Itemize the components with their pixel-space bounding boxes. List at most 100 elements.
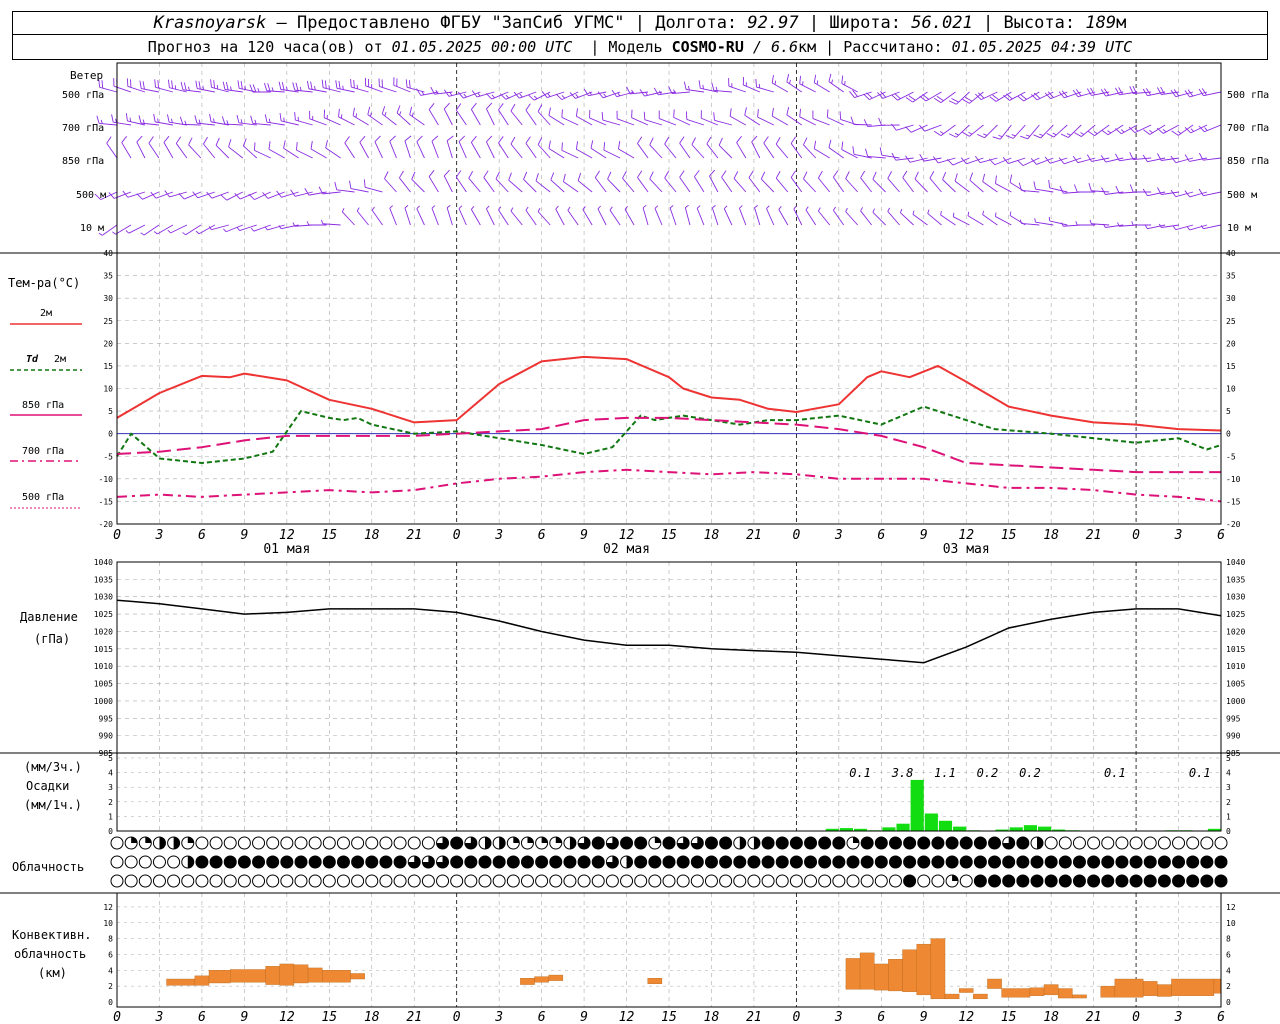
cloud-symbol xyxy=(1058,874,1072,888)
wind-barb-flag xyxy=(399,170,404,179)
wind-barb-flag xyxy=(803,137,808,146)
wind-barb xyxy=(872,178,886,193)
wind-barb xyxy=(404,140,411,159)
wind-barb-flag xyxy=(112,231,116,235)
time-tick-label: 15 xyxy=(661,528,677,543)
wind-barb-flag xyxy=(1198,88,1204,96)
wind-barb xyxy=(896,124,914,131)
cloud-symbol xyxy=(365,855,379,869)
wind-barb-flag xyxy=(1075,221,1078,226)
wind-barb-flag xyxy=(698,80,701,89)
wind-barb xyxy=(691,144,705,159)
wind-barb-flag xyxy=(967,211,970,216)
wind-barb xyxy=(470,209,481,226)
wind-barb-flag xyxy=(250,227,255,232)
wind-barb xyxy=(763,142,775,159)
wind-barb-flag xyxy=(215,137,220,146)
wind-barb xyxy=(760,178,775,193)
wind-barb xyxy=(550,179,565,193)
wind-barb xyxy=(929,177,942,193)
wind-barb-flag xyxy=(1034,218,1036,223)
legend-2m-label: 2м xyxy=(40,308,52,319)
wind-barb-flag xyxy=(1017,95,1025,102)
cloud-symbol xyxy=(888,855,902,869)
wind-barb-flag xyxy=(1172,226,1177,230)
time-tick-label: 6 xyxy=(538,528,546,543)
wind-barb-flag xyxy=(766,205,770,209)
wind-barb-flag xyxy=(252,84,257,93)
cloud-symbol xyxy=(280,855,294,869)
cloud-symbol xyxy=(1143,874,1157,888)
wind-barb-flag xyxy=(960,157,967,165)
cloud-symbol xyxy=(761,836,775,850)
cloud-symbol xyxy=(1030,874,1044,888)
wind-barb xyxy=(673,116,691,126)
time-tick-label-bottom: 3 xyxy=(1174,1010,1183,1024)
wind-barb xyxy=(1189,91,1208,98)
wind-barb-flag xyxy=(389,205,393,209)
cloud-symbol xyxy=(719,855,733,869)
wind-barb xyxy=(1134,124,1152,134)
wind-barb-flag xyxy=(268,118,271,123)
wind-barb-flag xyxy=(757,109,759,118)
wind-barb-flag xyxy=(171,80,173,89)
wind-barb-flag xyxy=(276,190,282,198)
wind-barb-flag xyxy=(1103,88,1110,96)
wind-barb xyxy=(155,191,174,199)
wind-barb-flag xyxy=(786,107,790,116)
cloud-symbol xyxy=(577,855,591,869)
cloud-symbol xyxy=(138,874,152,888)
latitude-label: Широта: xyxy=(829,13,902,33)
wind-barb-flag xyxy=(495,171,500,180)
wind-barb-flag xyxy=(267,83,271,92)
wind-barb-flag xyxy=(404,205,409,209)
pressure-tick-label-right: 1040 xyxy=(1226,558,1245,567)
legend-850-label: 850 гПа xyxy=(22,400,64,411)
wind-barb xyxy=(723,208,733,226)
wind-barb-flag xyxy=(891,152,897,161)
wind-barb-flag xyxy=(463,93,467,98)
cloud-symbol xyxy=(195,855,209,869)
cloud-symbol xyxy=(478,855,492,869)
time-tick-label-bottom: 18 xyxy=(1043,1010,1059,1024)
wind-barb-flag xyxy=(268,141,271,150)
pressure-tick-label: 1040 xyxy=(94,558,113,567)
convective-bar xyxy=(1058,988,1073,999)
convective-tick-label-right: 8 xyxy=(1226,935,1231,944)
convective-bar xyxy=(944,993,960,1000)
wind-barb xyxy=(508,179,523,193)
wind-barb-flag xyxy=(561,109,563,118)
wind-barb xyxy=(711,207,719,226)
cloud-symbol xyxy=(888,836,902,850)
wind-barb-flag xyxy=(468,171,474,179)
wind-barb xyxy=(228,146,244,159)
time-tick-label: 0 xyxy=(1132,528,1140,543)
wind-barb-flag xyxy=(384,111,387,117)
wind-barb xyxy=(664,177,677,193)
wind-barb-flag xyxy=(771,75,774,84)
cloud-symbol xyxy=(379,874,393,888)
wind-barb-flag xyxy=(533,95,538,100)
wind-barb-flag xyxy=(1087,130,1095,136)
precip-bar xyxy=(896,823,910,831)
wind-barb-flag xyxy=(642,204,647,209)
wind-barb-flag xyxy=(1143,129,1151,135)
day-label: 01 мая xyxy=(263,542,310,557)
wind-barb-flag xyxy=(428,170,435,177)
wind-barb-flag xyxy=(157,118,159,123)
wind-barb-flag xyxy=(164,190,170,198)
wind-barb xyxy=(1133,157,1152,161)
wind-barb xyxy=(533,91,551,101)
precip-bar xyxy=(854,828,868,831)
cloud-fill xyxy=(436,837,449,849)
convective-bar xyxy=(1213,978,1222,994)
wind-barb xyxy=(267,191,285,199)
city-name: Krasnoyarsk xyxy=(153,13,267,33)
precip-bar xyxy=(938,820,953,831)
wind-barb-flag xyxy=(374,135,381,143)
wind-barb-flag xyxy=(790,136,796,144)
wind-barb-flag xyxy=(841,75,844,84)
cloud-symbol xyxy=(860,836,874,850)
convective-bar xyxy=(350,973,365,980)
wind-barb xyxy=(325,147,341,159)
